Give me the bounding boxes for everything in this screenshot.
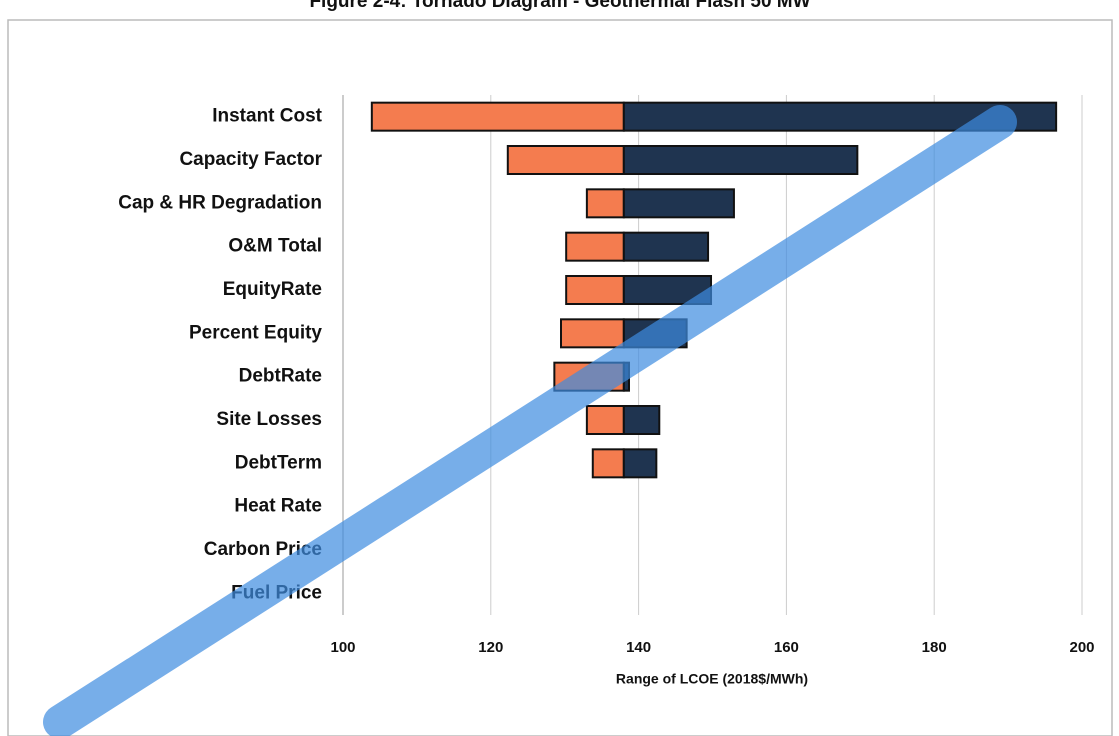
x-tick-label: 160 — [774, 639, 799, 656]
low-bar — [565, 275, 625, 305]
low-bar — [560, 318, 625, 349]
category-label: EquityRate — [223, 279, 322, 300]
category-label: Percent Equity — [189, 322, 322, 343]
x-axis-title: Range of LCOE (2018$/MWh) — [616, 671, 808, 687]
category-label: Cap & HR Degradation — [118, 192, 322, 213]
chart-title: Figure 2-4: Tornado Diagram - Geothermal… — [309, 0, 810, 12]
category-label: Capacity Factor — [179, 149, 322, 170]
plot: 100 120 140 160 180 200 Instant Cost Capacity F… — [118, 95, 1095, 656]
low-bar — [565, 231, 625, 262]
x-tick-label: 200 — [1069, 639, 1094, 656]
low-bar — [585, 188, 625, 219]
x-tick-label: 120 — [478, 639, 503, 656]
high-bar — [622, 145, 859, 175]
category-label: Instant Cost — [212, 106, 322, 127]
category-label: Site Losses — [216, 409, 322, 430]
category-label: DebtTerm — [235, 452, 322, 473]
high-bar — [622, 231, 710, 262]
low-bar — [585, 405, 625, 435]
low-bar — [506, 145, 625, 175]
category-label: O&M Total — [228, 236, 322, 257]
x-tick-label: 140 — [626, 639, 651, 656]
highlighter-stroke — [43, 105, 1017, 736]
low-bar — [370, 101, 625, 132]
x-tick-label: 100 — [330, 639, 355, 656]
category-label: Heat Rate — [234, 496, 322, 517]
high-bar — [622, 188, 735, 219]
category-label: DebtRate — [239, 366, 322, 387]
x-tick-label: 180 — [922, 639, 947, 656]
high-bar — [622, 405, 661, 435]
high-bar — [622, 448, 658, 479]
low-bar — [591, 448, 625, 479]
